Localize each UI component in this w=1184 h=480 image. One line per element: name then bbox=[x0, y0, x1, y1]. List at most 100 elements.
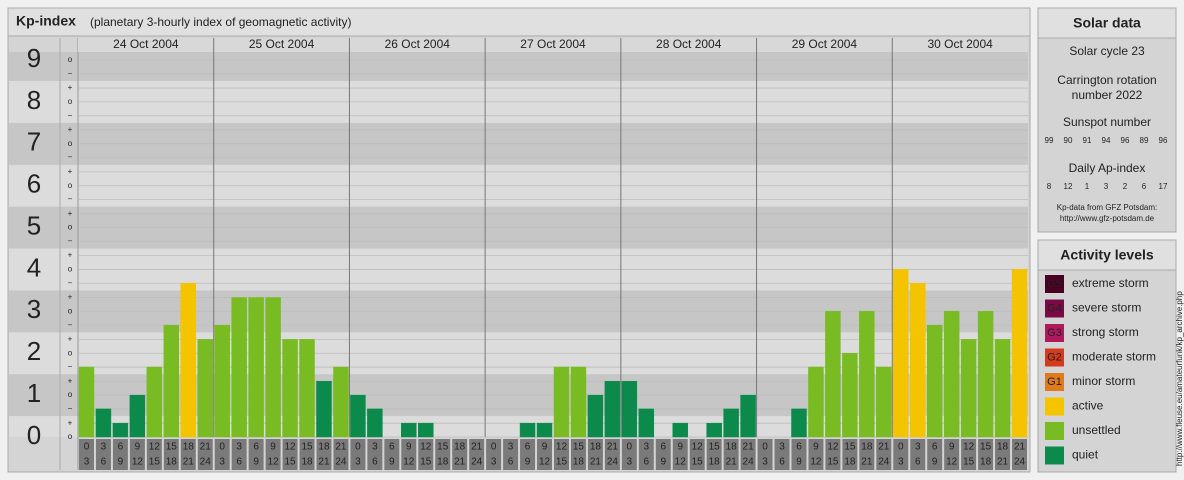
hour-label: 9 bbox=[135, 442, 141, 453]
hour-label: 0 bbox=[491, 442, 497, 453]
hour-label: 6 bbox=[915, 457, 921, 468]
minor-tick-label: o bbox=[68, 348, 73, 357]
date-label: 25 Oct 2004 bbox=[249, 37, 315, 51]
hour-label: 0 bbox=[355, 442, 361, 453]
bar bbox=[723, 408, 739, 438]
legend-label: extreme storm bbox=[1072, 276, 1149, 290]
hour-label: 18 bbox=[454, 442, 466, 453]
hour-cell bbox=[163, 439, 179, 470]
hour-cell bbox=[944, 439, 960, 470]
hour-label: 6 bbox=[525, 442, 531, 453]
hour-cell bbox=[265, 439, 281, 470]
bar bbox=[842, 352, 858, 438]
legend-badge: G4 bbox=[1047, 302, 1062, 314]
minor-tick-label: + bbox=[68, 293, 73, 302]
legend-label: severe storm bbox=[1072, 301, 1141, 315]
carrington: Carrington rotation bbox=[1057, 73, 1156, 87]
hour-label: 12 bbox=[946, 457, 958, 468]
legend-label: active bbox=[1072, 399, 1104, 413]
hour-label: 3 bbox=[101, 442, 107, 453]
ap-value: 6 bbox=[1142, 182, 1147, 191]
hour-label: 24 bbox=[878, 457, 890, 468]
hour-label: 0 bbox=[762, 442, 768, 453]
bar bbox=[977, 311, 994, 438]
hour-cell bbox=[282, 439, 298, 470]
hour-cell bbox=[231, 439, 247, 470]
hour-label: 0 bbox=[219, 442, 225, 453]
date-label: 29 Oct 2004 bbox=[792, 37, 858, 51]
y-tick-label: 7 bbox=[27, 127, 41, 157]
minor-tick-label: − bbox=[68, 153, 73, 162]
y-tick-label: 4 bbox=[27, 252, 41, 282]
bar bbox=[282, 339, 298, 438]
hour-label: 21 bbox=[743, 442, 755, 453]
hour-label: 15 bbox=[827, 457, 839, 468]
legend-label: moderate storm bbox=[1072, 350, 1156, 364]
bar bbox=[859, 311, 875, 438]
y-tick-label: 3 bbox=[27, 294, 41, 324]
legend-swatch bbox=[1045, 373, 1064, 391]
legend-label: minor storm bbox=[1072, 374, 1135, 388]
hour-cell bbox=[723, 439, 739, 470]
minor-tick-label: o bbox=[68, 139, 73, 148]
bar bbox=[231, 297, 247, 438]
carrington: number 2022 bbox=[1072, 88, 1143, 102]
minor-tick-label: + bbox=[68, 83, 73, 92]
hour-label: 21 bbox=[318, 457, 330, 468]
hour-cell bbox=[112, 439, 128, 470]
hour-label: 9 bbox=[677, 442, 683, 453]
ap-value: 2 bbox=[1123, 182, 1128, 191]
hour-label: 6 bbox=[644, 457, 650, 468]
hour-label: 18 bbox=[318, 442, 330, 453]
sunspot-value: 91 bbox=[1083, 136, 1092, 145]
hour-cell bbox=[706, 439, 722, 470]
bar bbox=[621, 381, 638, 438]
hour-label: 18 bbox=[301, 457, 313, 468]
hour-label: 18 bbox=[183, 442, 195, 453]
date-header bbox=[78, 38, 1028, 52]
hour-cell bbox=[842, 439, 858, 470]
legend-swatch bbox=[1045, 397, 1064, 416]
band bbox=[9, 52, 1028, 81]
bar bbox=[893, 269, 909, 438]
legend-swatch bbox=[1045, 299, 1064, 318]
hour-cell bbox=[469, 439, 485, 470]
date-label: 26 Oct 2004 bbox=[385, 37, 451, 51]
hour-label: 3 bbox=[762, 457, 768, 468]
hour-label: 18 bbox=[980, 457, 992, 468]
minor-tick-label: − bbox=[68, 278, 73, 287]
hour-label: 24 bbox=[743, 457, 755, 468]
levels-title: Activity levels bbox=[1060, 247, 1154, 263]
hour-label: 9 bbox=[796, 457, 802, 468]
bar bbox=[316, 381, 332, 438]
hour-label: 18 bbox=[166, 457, 178, 468]
bar bbox=[926, 324, 943, 438]
hour-label: 24 bbox=[1014, 457, 1026, 468]
sunspot-value: 90 bbox=[1064, 136, 1073, 145]
bar bbox=[587, 394, 604, 438]
bar bbox=[994, 339, 1011, 438]
sunspot-value: 96 bbox=[1121, 136, 1130, 145]
y-tick-label: 8 bbox=[27, 85, 41, 115]
hour-label: 12 bbox=[963, 442, 975, 453]
hour-cell bbox=[774, 439, 790, 470]
hour-label: 9 bbox=[542, 442, 548, 453]
hour-cell bbox=[825, 439, 841, 470]
levels-header bbox=[1037, 239, 1177, 271]
hour-cell bbox=[452, 439, 468, 470]
hour-cell bbox=[401, 439, 417, 470]
hour-label: 6 bbox=[796, 442, 802, 453]
bar bbox=[401, 422, 417, 438]
hour-label: 3 bbox=[644, 442, 650, 453]
minor-tick-label: − bbox=[68, 404, 73, 413]
bar bbox=[519, 422, 536, 438]
legend-label: unsettled bbox=[1072, 423, 1121, 437]
hour-cell bbox=[180, 439, 196, 470]
hour-label: 21 bbox=[607, 442, 619, 453]
bar bbox=[536, 422, 553, 438]
hour-label: 18 bbox=[590, 442, 602, 453]
bar bbox=[367, 408, 383, 438]
hour-label: 9 bbox=[949, 442, 955, 453]
legend-label: strong storm bbox=[1072, 325, 1139, 339]
